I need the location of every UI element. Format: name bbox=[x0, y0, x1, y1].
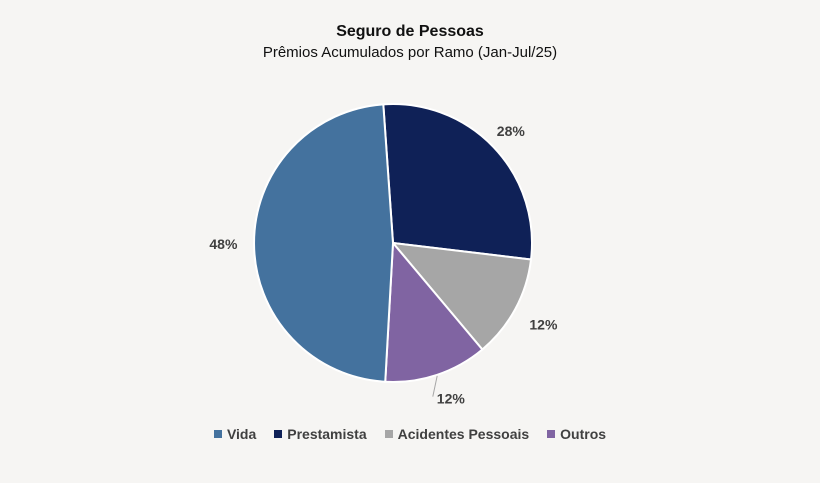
data-label-prestamista: 28% bbox=[497, 123, 526, 139]
chart-subtitle: Prêmios Acumulados por Ramo (Jan-Jul/25) bbox=[262, 44, 558, 61]
chart-title: Seguro de Pessoas bbox=[336, 23, 484, 40]
legend-item-prestamista: Prestamista bbox=[274, 426, 367, 442]
chart-header: Seguro de Pessoas Prêmios Acumulados por… bbox=[0, 22, 820, 63]
chart-legend: Vida Prestamista Acidentes Pessoais Outr… bbox=[0, 426, 820, 442]
legend-label: Vida bbox=[226, 426, 257, 442]
legend-item-acidentes-pessoais: Acidentes Pessoais bbox=[384, 426, 530, 442]
legend-swatch bbox=[547, 430, 556, 438]
pie-slice-vida bbox=[253, 103, 395, 383]
legend-swatch bbox=[213, 430, 222, 438]
data-label-acidentes-pessoais: 12% bbox=[529, 316, 558, 332]
data-label-outros: 12% bbox=[437, 391, 466, 407]
pie-slice-outros bbox=[384, 240, 484, 383]
legend-label: Outros bbox=[560, 426, 607, 442]
data-label-vida: 48% bbox=[209, 236, 238, 252]
legend-label: Prestamista bbox=[287, 426, 367, 442]
legend-swatch bbox=[384, 430, 393, 438]
legend-item-outros: Outros bbox=[547, 426, 606, 442]
legend-swatch bbox=[274, 430, 283, 438]
pie-slice-prestamista bbox=[382, 103, 533, 261]
pie-slice-acidentes-pessoais bbox=[390, 241, 533, 351]
legend-item-vida: Vida bbox=[213, 426, 257, 442]
label-leader-line bbox=[432, 375, 438, 397]
legend-label: Acidentes Pessoais bbox=[397, 426, 530, 442]
